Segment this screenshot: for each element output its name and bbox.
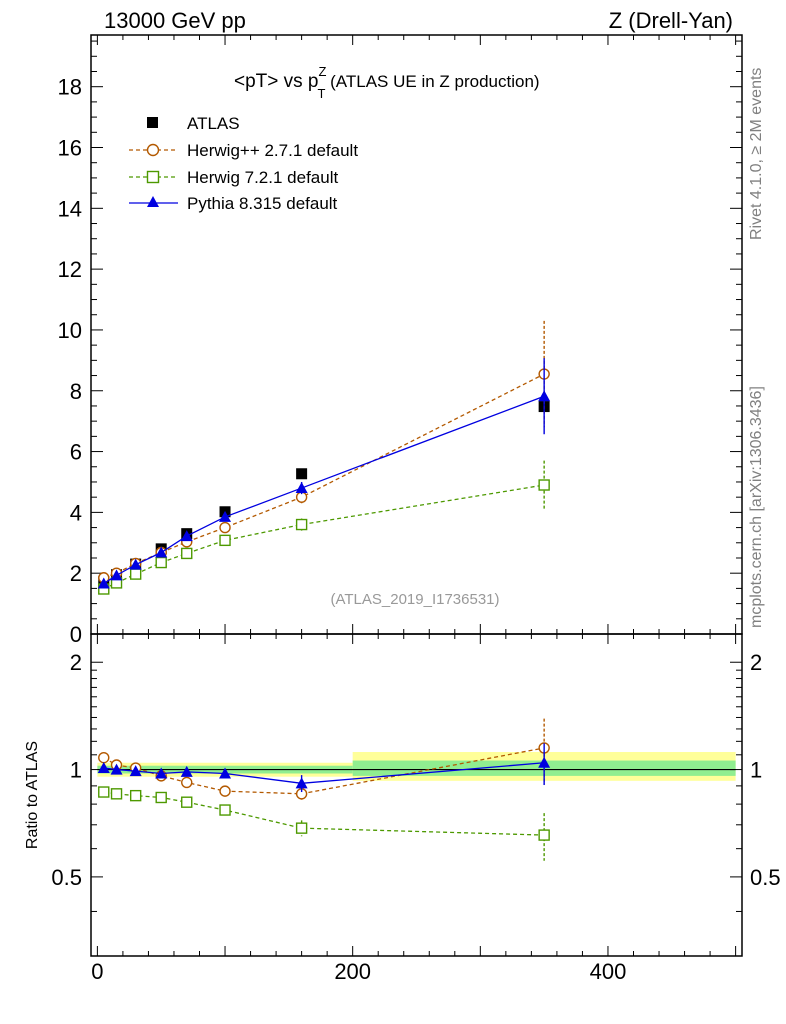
main-series-2-point [295, 482, 308, 494]
header-left: 13000 GeV pp [104, 8, 246, 33]
ratio-y-tick-label: 1 [70, 758, 82, 783]
main-series-1-point [129, 568, 142, 580]
main-series-1-point [295, 518, 308, 531]
main-series-1-line [103, 484, 545, 590]
x-tick-label: 200 [334, 959, 371, 984]
x-tick-label: 0 [91, 959, 103, 984]
x-tick-label: 400 [590, 959, 627, 984]
ratio-y-tick-label-right: 2 [750, 650, 762, 675]
header-right: Z (Drell-Yan) [609, 8, 733, 33]
main-series-1-point [219, 534, 231, 547]
legend-label-pythia: Pythia 8.315 default [187, 194, 338, 213]
ratio-y-tick-label-right: 0.5 [750, 865, 781, 890]
mcplots-label: mcplots.cern.ch [arXiv:1306.3436] [748, 386, 765, 628]
main-series-1-point [181, 547, 193, 560]
ratio-y-tick-label: 0.5 [51, 865, 82, 890]
legend-marker-herwigpp [146, 143, 160, 157]
ratio-frame [90, 633, 743, 957]
main-series-2-point [180, 530, 193, 542]
ratio-series-2-point [129, 765, 142, 777]
main-y-tick-label: 18 [58, 75, 82, 100]
ratio-y-tick-label: 2 [70, 650, 82, 675]
ratio-series-1-point [181, 796, 193, 808]
main-y-tick-label: 8 [70, 379, 82, 404]
main-y-tick-label: 16 [58, 136, 82, 161]
rivet-label: Rivet 4.1.0, ≥ 2M events [748, 68, 765, 240]
ratio-series-1-point [129, 789, 142, 802]
main-y-tick-label: 10 [58, 318, 82, 343]
ratio-series-0-point [98, 751, 110, 764]
ratio-series-2-point [295, 777, 308, 789]
main-y-tick-label: 0 [70, 622, 82, 647]
main-series-2-point [110, 569, 123, 581]
ratio-series-1-point [98, 786, 110, 798]
main-y-tick-label: 2 [70, 561, 82, 586]
ratio-series-0-point [181, 776, 193, 789]
ratio-series-2-point [180, 765, 193, 777]
ratio-series-2-point [110, 763, 123, 775]
legend: ATLAS Herwig++ 2.7.1 default Herwig 7.2.… [129, 114, 358, 213]
main-series-2-point [155, 546, 168, 558]
ratio-series-1-point [155, 791, 167, 804]
main-y-tick-label: 6 [70, 440, 82, 465]
ratio-series-2-point [97, 762, 110, 774]
main-y-tick-label: 12 [58, 257, 82, 282]
ratio-series-1-point [219, 804, 231, 816]
ratio-series-1-point [295, 822, 308, 834]
main-series-2-line [103, 395, 545, 585]
main-series-2-point [538, 390, 551, 402]
main-atlas-point [296, 468, 308, 480]
main-y-tick-label: 4 [70, 500, 82, 525]
main-series-1-point [155, 556, 167, 569]
legend-label-herwig7: Herwig 7.2.1 default [187, 168, 338, 187]
ratio-series-1-point [110, 788, 123, 800]
legend-marker-pythia [147, 196, 159, 207]
ratio-series-1-point [538, 829, 550, 841]
main-series-1-point [538, 479, 550, 491]
legend-label-atlas: ATLAS [187, 114, 240, 133]
main-series-2-point [129, 558, 142, 570]
ratio-series-2-point [219, 767, 232, 779]
main-series-2-point [219, 510, 232, 522]
legend-marker-atlas [147, 117, 158, 128]
main-y-tick-label: 14 [58, 196, 82, 221]
main-series-2-point [97, 577, 110, 589]
ratio-series-2-point [155, 767, 168, 779]
ratio-y-tick-label-right: 1 [750, 758, 762, 783]
chart-title: <pT> vs pZ T (ATLAS UE in Z production) [234, 64, 540, 101]
legend-marker-herwig7 [146, 170, 160, 184]
ratio-series-2-point [538, 756, 551, 768]
analysis-watermark: (ATLAS_2019_I1736531) [330, 591, 499, 608]
main-series-0-point [219, 521, 231, 534]
ratio-series-0-point [219, 785, 231, 797]
legend-label-herwigpp: Herwig++ 2.7.1 default [187, 141, 358, 160]
ratio-ylabel: Ratio to ATLAS [24, 741, 41, 849]
ratio-series-1-line [103, 791, 545, 836]
